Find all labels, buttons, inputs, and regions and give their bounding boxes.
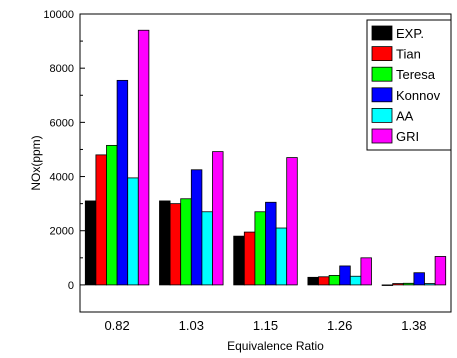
legend-swatch [371,46,393,61]
bar-tian-1-26 [318,276,330,286]
x-tick-label: 1.38 [401,318,426,333]
bar-tian-1-15 [243,231,256,286]
bar-aa-0-82 [127,177,139,286]
bar-aa-1-15 [275,227,288,286]
bar-aa-1-26 [349,275,362,286]
y-tick-label: 0 [68,280,74,292]
bar-konnov-0-82 [116,79,129,286]
x-tick-label: 1.26 [327,318,352,333]
legend-box [366,19,452,151]
bar-teresa-1-03 [180,198,192,286]
plot-area [79,13,452,313]
bar-gri-1-03 [212,151,224,286]
legend-swatch [371,87,393,103]
legend-label: EXP. [396,26,424,41]
bar-tian-0-82 [95,154,107,286]
legend-swatch [371,66,393,82]
y-tick-label: 10000 [43,9,74,21]
legend-label: Konnov [396,88,441,103]
bar-konnov-1-26 [339,265,351,286]
bar-exp-1-26 [307,276,319,286]
bar-gri-1-26 [360,257,372,286]
legend-label: Tian [396,47,421,62]
legend-label: GRI [396,129,419,144]
bar-teresa-1-38 [402,282,415,286]
legend-swatch [371,25,393,41]
y-tick-label: 8000 [50,63,74,75]
y-tick-label: 6000 [50,117,74,129]
bars-group [84,29,447,286]
bar-konnov-1-38 [413,272,425,286]
plot-frame [79,13,452,313]
x-tick-label: 1.15 [253,318,278,333]
y-tick-label: 4000 [50,172,74,184]
legend-swatch [371,108,393,123]
legend-label: AA [396,108,414,123]
bar-tian-1-38 [392,283,404,286]
y-tick-label: 2000 [50,226,74,238]
y-axis-label: NOx(ppm) [29,135,43,190]
x-tick-label: 0.82 [104,318,129,333]
bar-exp-0-82 [84,200,97,286]
bar-gri-1-38 [434,256,447,286]
bar-exp-1-38 [381,284,394,286]
bar-teresa-1-26 [328,275,341,286]
bar-gri-0-82 [137,29,150,286]
legend-label: Teresa [396,67,436,82]
bar-aa-1-38 [424,283,436,286]
bar-aa-1-03 [201,211,213,286]
legend: EXP. Tian Teresa Konnov AA GRI [366,19,452,151]
bar-teresa-1-15 [254,211,266,286]
bar-exp-1-03 [159,200,171,286]
x-axis-label: Equivalence Ratio [227,339,324,353]
bar-exp-1-15 [233,235,245,286]
bar-konnov-1-15 [265,201,277,286]
bar-tian-1-03 [169,203,182,286]
bar-gri-1-15 [286,157,298,286]
legend-swatch [371,128,393,144]
bar-teresa-0-82 [106,144,118,286]
x-tick-label: 1.03 [179,318,204,333]
bar-konnov-1-03 [190,169,203,286]
axes-group: 0 2000 4000 6000 8000 10000 0.82 1.03 1.15 1.26 1.… [43,9,426,333]
